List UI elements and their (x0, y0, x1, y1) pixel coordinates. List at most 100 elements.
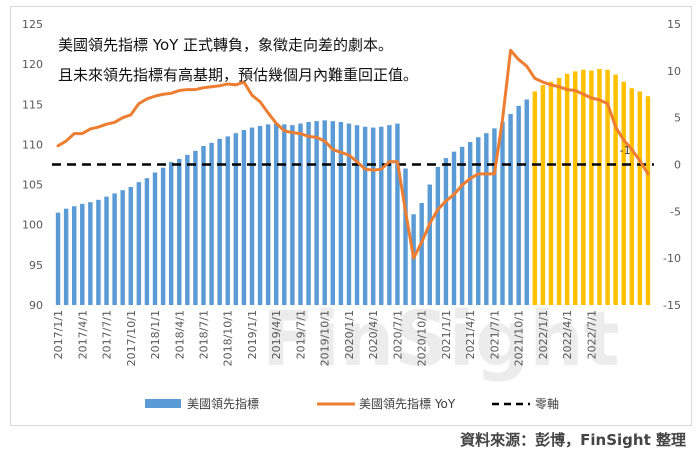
bar (290, 125, 295, 305)
bar (144, 178, 150, 305)
bar (500, 121, 505, 305)
bar (88, 202, 93, 305)
bar (645, 96, 651, 305)
bar (621, 81, 626, 305)
legend-label-yoy: 美國領先指標 YoY (359, 396, 456, 411)
bar (233, 133, 239, 305)
left-axis-tick: 125 (22, 18, 43, 31)
bar (257, 125, 263, 306)
bar (338, 121, 344, 305)
x-axis-tick: 2021/10/1 (513, 310, 526, 366)
x-axis-tick: 2017/1/1 (52, 310, 65, 359)
right-axis-tick: 0 (674, 159, 681, 172)
bar (451, 151, 457, 305)
legend-label-zero: 零軸 (535, 397, 559, 411)
bar (395, 123, 400, 305)
bar (128, 186, 133, 305)
bar (540, 85, 546, 306)
right-axis-tick: 10 (667, 65, 681, 78)
bar (443, 158, 449, 305)
bar (168, 162, 174, 305)
bar (265, 124, 271, 305)
annotation-line-2: 且未來領先指標有高基期，預估幾個月內難重回正值。 (58, 66, 419, 84)
x-axis-tick: 2019/4/1 (270, 310, 283, 359)
bar (556, 77, 562, 305)
bar (492, 128, 497, 305)
bar (80, 203, 85, 305)
bar (209, 142, 214, 305)
left-axis-tick: 120 (22, 58, 43, 71)
x-axis-tick: 2017/7/1 (101, 310, 114, 359)
left-axis-tick: 90 (29, 299, 43, 312)
x-axis-tick: 2019/10/1 (319, 310, 332, 366)
bar (427, 184, 432, 305)
bar (330, 121, 336, 306)
x-axis-tick: 2022/4/1 (561, 310, 574, 359)
x-axis-tick: 2022/7/1 (585, 310, 598, 359)
bar (225, 136, 230, 305)
left-axis-tick: 100 (22, 219, 43, 232)
bar (249, 127, 255, 305)
x-axis-tick: 2017/10/1 (125, 310, 138, 366)
source-credit: 資料來源：彭博，FinSight 整理 (460, 431, 686, 449)
bar (71, 206, 77, 305)
bar (322, 120, 327, 305)
right-axis-tick: 15 (667, 18, 681, 31)
bar (63, 208, 69, 305)
right-axis-tick: -15 (663, 299, 681, 312)
bar (136, 182, 142, 305)
x-axis-tick: 2018/1/1 (149, 310, 162, 359)
bar (524, 99, 529, 305)
bar (419, 203, 424, 305)
bar (177, 158, 182, 305)
legend-label-bars: 美國領先指標 (187, 396, 259, 411)
bar (564, 73, 570, 305)
bar (282, 124, 287, 305)
bar (354, 125, 360, 305)
bar (55, 212, 61, 305)
bar (120, 190, 125, 305)
bar (459, 146, 465, 305)
right-axis-tick: -10 (663, 252, 681, 265)
x-axis-tick: 2018/7/1 (198, 310, 211, 359)
bar (403, 168, 408, 305)
watermark: FinSight (262, 294, 620, 383)
bar (581, 69, 586, 305)
bar (532, 91, 538, 305)
bar (508, 113, 513, 305)
bar (314, 121, 319, 306)
bar (387, 125, 392, 305)
x-axis-tick: 2020/4/1 (367, 310, 380, 359)
x-axis-tick: 2020/10/1 (416, 310, 429, 366)
bar (362, 126, 368, 306)
x-axis-tick: 2020/1/1 (343, 310, 356, 359)
right-axis-tick: 5 (674, 112, 681, 125)
x-axis-tick: 2021/7/1 (488, 310, 501, 359)
bar (104, 196, 109, 305)
bar (516, 105, 521, 305)
bar (435, 166, 441, 305)
bar (548, 81, 554, 305)
bar (306, 121, 311, 305)
left-axis-tick: 95 (29, 259, 43, 272)
bar (152, 172, 158, 305)
bar (613, 74, 618, 305)
bar (185, 154, 190, 305)
left-axis-tick: 115 (22, 98, 43, 111)
x-axis-tick: 2021/1/1 (440, 310, 453, 359)
bar (96, 199, 101, 305)
bar (589, 70, 594, 305)
bar (370, 127, 376, 305)
data-label: -1 (620, 144, 631, 157)
left-axis-tick: 110 (22, 138, 43, 151)
bar (484, 133, 489, 305)
bar (274, 123, 279, 305)
x-axis-tick: 2019/1/1 (246, 310, 259, 359)
x-axis-tick: 2020/7/1 (391, 310, 404, 359)
bar (476, 137, 481, 305)
bar (379, 126, 384, 306)
x-axis-tick: 2018/4/1 (173, 310, 186, 359)
x-axis-tick: 2017/4/1 (76, 310, 89, 359)
x-axis-tick: 2021/4/1 (464, 310, 477, 359)
